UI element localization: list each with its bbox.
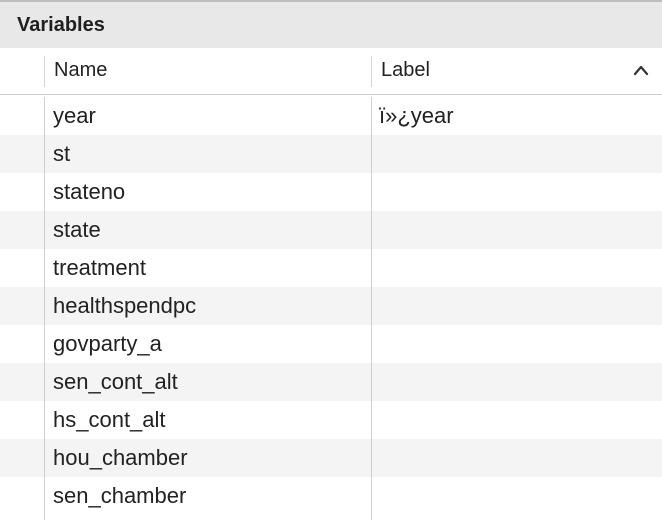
panel-title: Variables — [17, 14, 105, 36]
variable-name: state — [53, 217, 101, 242]
variable-label: ï»¿year — [379, 103, 454, 128]
variable-name: healthspendpc — [53, 293, 197, 318]
column-header-name[interactable]: Name — [54, 59, 108, 81]
table-row[interactable]: sen_cont_alt — [0, 363, 662, 401]
variable-name: govparty_a — [53, 331, 162, 356]
chevron-up-icon[interactable] — [632, 62, 650, 80]
variable-name: sen_cont_alt — [53, 369, 178, 394]
variable-name: hou_chamber — [53, 445, 188, 470]
column-divider[interactable] — [44, 56, 45, 87]
table-row[interactable]: hs_cont_alt — [0, 401, 662, 439]
variable-name: year — [53, 103, 96, 128]
table-row[interactable]: stateno — [0, 173, 662, 211]
variable-name: stateno — [53, 179, 126, 204]
table-row[interactable]: st — [0, 135, 662, 173]
variable-name: sen_chamber — [53, 483, 187, 508]
variable-name: treatment — [53, 255, 146, 280]
column-divider[interactable] — [371, 56, 372, 87]
column-header-row: Name Label — [0, 48, 662, 95]
table-row[interactable]: state — [0, 211, 662, 249]
table-row[interactable]: govparty_a — [0, 325, 662, 363]
table-row[interactable]: treatment — [0, 249, 662, 287]
panel-header: Variables — [0, 0, 662, 48]
table-row[interactable]: year ï»¿year — [0, 97, 662, 135]
table-row[interactable]: healthspendpc — [0, 287, 662, 325]
column-header-label[interactable]: Label — [381, 59, 430, 81]
variables-table-body: year ï»¿year st stateno state treatment … — [0, 97, 662, 515]
variable-name: hs_cont_alt — [53, 407, 166, 432]
table-row[interactable]: hou_chamber — [0, 439, 662, 477]
column-divider — [44, 97, 45, 520]
column-divider — [371, 97, 372, 520]
variable-name: st — [53, 141, 71, 166]
table-row[interactable]: sen_chamber — [0, 477, 662, 515]
